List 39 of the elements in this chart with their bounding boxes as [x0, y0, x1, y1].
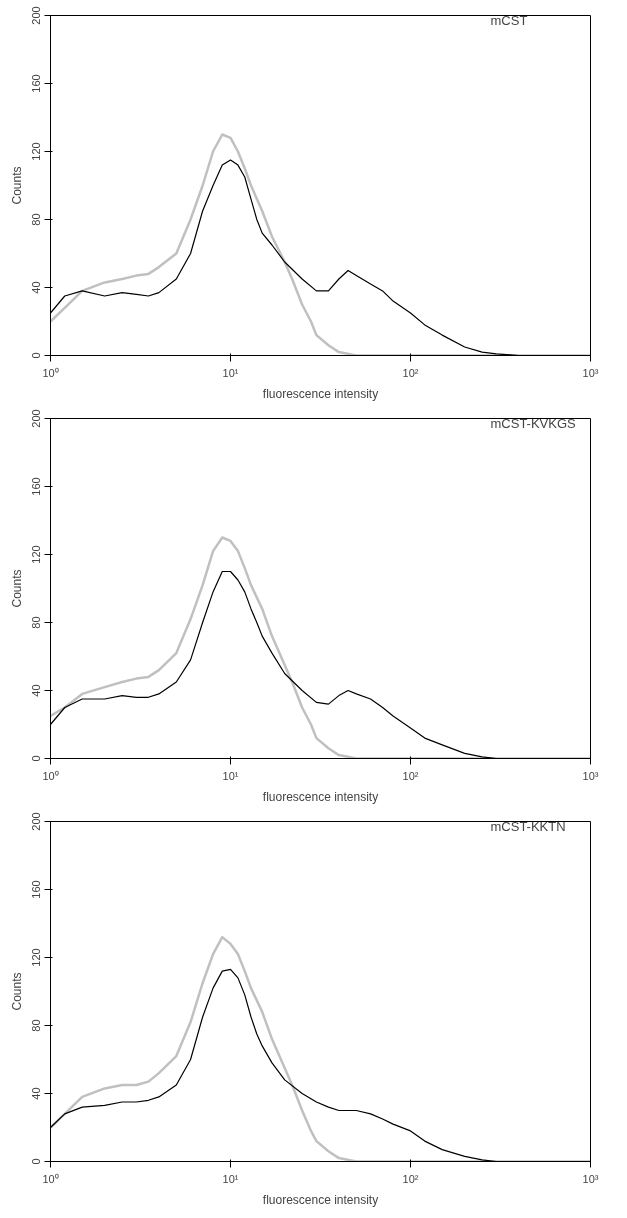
x-axis-title: fluorescence intensity: [262, 789, 379, 804]
y-tick-label: 0: [29, 755, 42, 762]
y-tick-label: 200: [29, 6, 42, 25]
x-tick-label: 10⁰: [42, 769, 59, 782]
annotation: mCST: [490, 12, 528, 28]
x-tick-label: 10³: [582, 366, 599, 379]
annotation: mCST-KVKGS: [490, 415, 577, 431]
y-tick-label: 120: [29, 948, 42, 967]
x-axis-title: fluorescence intensity: [262, 386, 379, 401]
annotation: mCST-KKTN: [490, 818, 566, 834]
x-axis-title: fluorescence intensity: [262, 1192, 379, 1207]
y-tick-label: 120: [29, 545, 42, 564]
y-axis-title: Counts: [9, 972, 24, 1011]
y-tick-label: 80: [29, 1019, 42, 1032]
x-tick-label: 10¹: [222, 769, 239, 782]
y-axis-title: Counts: [9, 166, 24, 205]
y-tick-label: 160: [29, 477, 42, 496]
y-tick-label: 40: [29, 281, 42, 294]
y-tick-label: 0: [29, 352, 42, 359]
x-tick-label: 10³: [582, 1172, 599, 1185]
y-tick-label: 200: [29, 812, 42, 831]
x-tick-label: 10³: [582, 769, 599, 782]
y-tick-label: 40: [29, 1087, 42, 1100]
x-tick-label: 10¹: [222, 1172, 239, 1185]
y-tick-label: 40: [29, 684, 42, 697]
x-tick-label: 10²: [402, 1172, 419, 1185]
y-tick-label: 0: [29, 1158, 42, 1165]
x-tick-label: 10⁰: [42, 1172, 59, 1185]
y-tick-label: 200: [29, 409, 42, 428]
y-tick-label: 160: [29, 74, 42, 93]
x-tick-label: 10²: [402, 366, 419, 379]
x-tick-label: 10²: [402, 769, 419, 782]
y-tick-label: 80: [29, 213, 42, 226]
y-axis-title: Counts: [9, 569, 24, 608]
y-tick-label: 80: [29, 616, 42, 629]
x-tick-label: 10¹: [222, 366, 239, 379]
y-tick-label: 160: [29, 880, 42, 899]
x-tick-label: 10⁰: [42, 366, 59, 379]
y-tick-label: 120: [29, 142, 42, 161]
